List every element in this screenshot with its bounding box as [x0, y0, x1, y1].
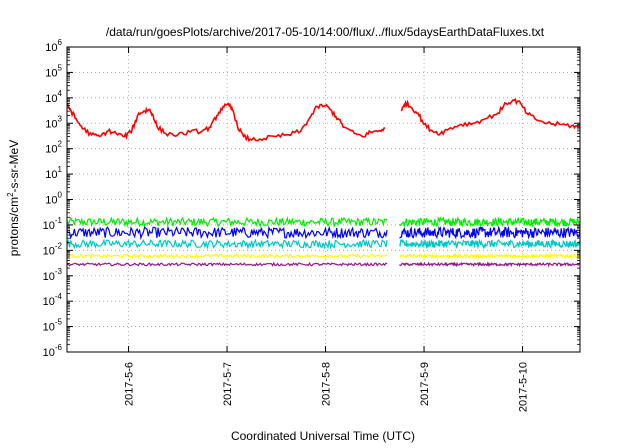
y-tick-label: 103 — [45, 114, 62, 130]
y-tick-label: 10-1 — [43, 216, 63, 232]
series-line — [399, 225, 581, 240]
series-line — [66, 225, 388, 241]
x-tick-label: 2017-5-10 — [518, 362, 530, 412]
y-tick-label: 10-2 — [43, 241, 63, 257]
y-tick-label: 10-5 — [43, 318, 63, 334]
y-tick-label: 10-6 — [43, 343, 63, 359]
x-tick-label: 2017-5-7 — [222, 362, 234, 406]
x-tick-label: 2017-5-6 — [124, 362, 136, 406]
series-line — [399, 261, 581, 268]
x-tick-label: 2017-5-9 — [419, 362, 431, 406]
x-axis-label: Coordinated Universal Time (UTC) — [231, 429, 415, 443]
series-line — [66, 253, 388, 259]
series-line — [399, 252, 581, 260]
y-tick-label: 102 — [45, 140, 62, 156]
y-tick-label: 101 — [45, 165, 62, 181]
series-line — [66, 215, 388, 229]
y-tick-label: 106 — [45, 38, 62, 54]
y-tick-label: 104 — [45, 89, 62, 105]
gridlines — [67, 47, 580, 352]
series-line — [66, 97, 581, 143]
series-line — [66, 261, 388, 267]
x-tick-label: 2017-5-8 — [321, 362, 333, 406]
series-line — [399, 215, 581, 228]
y-tick-label: 10-4 — [43, 292, 63, 308]
series-line — [398, 238, 581, 250]
series-line — [66, 238, 388, 250]
y-axis: 10-6 10-5 10-4 10-3 10-2 10-1 100 101 102 103 104 1… — [43, 38, 580, 359]
series-group — [66, 97, 581, 268]
y-tick-label: 10-3 — [43, 267, 63, 283]
y-tick-label: 100 — [45, 191, 62, 207]
chart-title: /data/run/goesPlots/archive/2017-05-10/1… — [106, 25, 545, 39]
y-axis-label: protons/cm2-s-sr-MeV — [6, 140, 21, 256]
y-tick-label: 105 — [45, 63, 62, 79]
x-axis: 2017-5-6 2017-5-7 2017-5-8 2017-5-9 2017-5-1… — [124, 47, 530, 412]
